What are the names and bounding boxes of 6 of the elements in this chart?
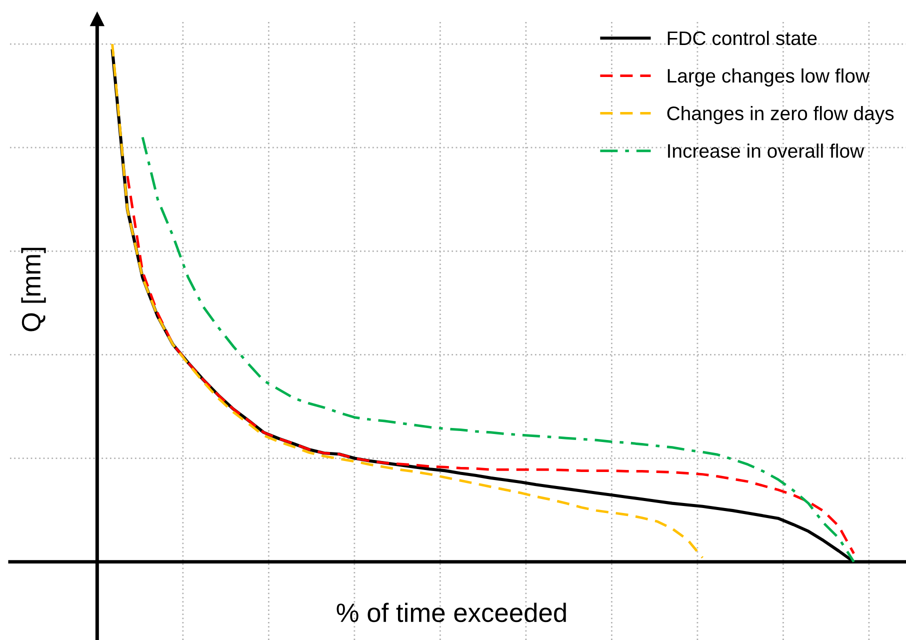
x-axis-title: % of time exceeded (336, 602, 566, 622)
legend-label: Large changes low flow (668, 68, 870, 87)
legend-label: Changes in zero flow days (667, 106, 894, 124)
legend-label: Increase in overall flow (668, 144, 864, 158)
y-axis-title: Q [mm] (21, 248, 46, 332)
legend-label: FDC control state (668, 30, 817, 46)
